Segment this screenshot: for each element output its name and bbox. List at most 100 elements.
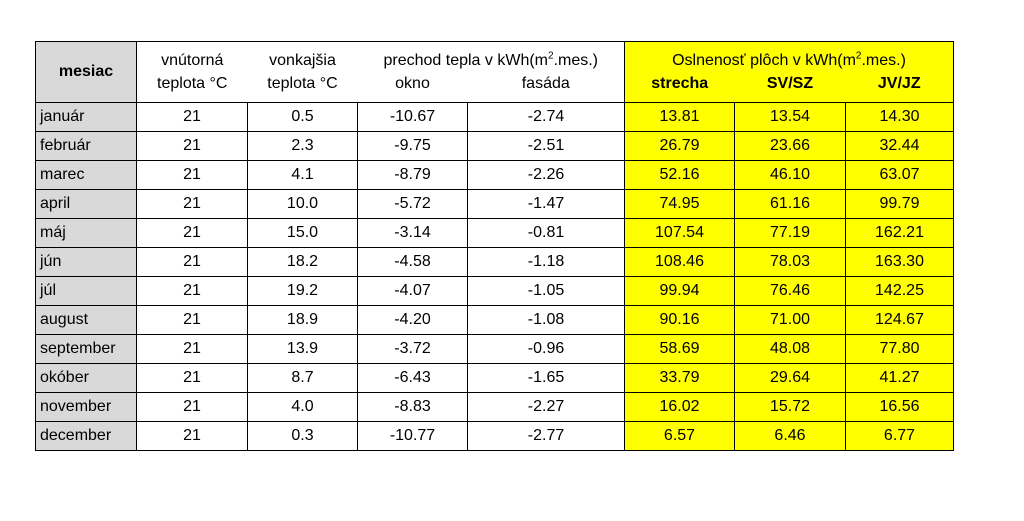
cell-strecha: 90.16 [624,305,735,335]
header-svsz: SV/SZ [734,72,846,103]
table-row: marec 21 4.1 -8.79 -2.26 52.16 46.10 63.07 [35,160,954,190]
table-row: november 21 4.0 -8.83 -2.27 16.02 15.72 16.56 [35,392,954,422]
cell-inner-temp: 21 [136,276,248,306]
cell-outer-temp: 10.0 [247,189,358,219]
table-row: január 21 0.5 -10.67 -2.74 13.81 13.54 14.30 [35,102,954,132]
cell-jvjz: 63.07 [845,160,954,190]
header-strecha: strecha [624,72,735,103]
cell-okno: -3.72 [357,334,468,364]
cell-mesiac: júl [35,276,137,306]
table-row: september 21 13.9 -3.72 -0.96 58.69 48.08 77.80 [35,334,954,364]
cell-fasada: -1.08 [467,305,625,335]
cell-mesiac: september [35,334,137,364]
cell-outer-temp: 13.9 [247,334,358,364]
cell-inner-temp: 21 [136,305,248,335]
header-solar: Oslnenosť plôch v kWh(m2.mes.) [624,41,954,72]
cell-fasada: -0.81 [467,218,625,248]
cell-strecha: 99.94 [624,276,735,306]
cell-mesiac: marec [35,160,137,190]
cell-jvjz: 41.27 [845,363,954,393]
solar-sup: 2 [855,50,862,62]
cell-inner-temp: 21 [136,189,248,219]
cell-outer-temp: 0.5 [247,102,358,132]
cell-outer-temp: 19.2 [247,276,358,306]
cell-svsz: 77.19 [734,218,846,248]
cell-inner-temp: 21 [136,363,248,393]
cell-okno: -8.79 [357,160,468,190]
table-row: február 21 2.3 -9.75 -2.51 26.79 23.66 32.44 [35,131,954,161]
heat-transfer-sup: 2 [548,50,554,62]
cell-strecha: 52.16 [624,160,735,190]
cell-fasada: -2.27 [467,392,625,422]
header-outer-temp-line2: teplota °C [247,72,358,103]
cell-jvjz: 77.80 [845,334,954,364]
header-jvjz: JV/JZ [845,72,954,103]
cell-inner-temp: 21 [136,102,248,132]
header-mesiac: mesiac [35,41,137,103]
cell-svsz: 29.64 [734,363,846,393]
cell-inner-temp: 21 [136,334,248,364]
cell-okno: -8.83 [357,392,468,422]
cell-okno: -4.58 [357,247,468,277]
header-inner-temp-line1: vnútorná [161,52,224,69]
cell-jvjz: 6.77 [845,421,954,451]
cell-jvjz: 14.30 [845,102,954,132]
cell-fasada: -1.47 [467,189,625,219]
cell-svsz: 23.66 [734,131,846,161]
cell-okno: -5.72 [357,189,468,219]
cell-outer-temp: 4.0 [247,392,358,422]
heat-transfer-label: prechod tepla v kWh(m [383,52,548,69]
cell-outer-temp: 18.9 [247,305,358,335]
cell-mesiac: máj [35,218,137,248]
cell-mesiac: august [35,305,137,335]
cell-jvjz: 32.44 [845,131,954,161]
header-outer-temp-line1: vonkajšia [269,52,336,69]
solar-label: Oslnenosť plôch v kWh(m [672,52,856,69]
cell-mesiac: okóber [35,363,137,393]
cell-outer-temp: 15.0 [247,218,358,248]
cell-jvjz: 163.30 [845,247,954,277]
cell-fasada: -1.05 [467,276,625,306]
cell-jvjz: 16.56 [845,392,954,422]
cell-outer-temp: 0.3 [247,421,358,451]
heat-transfer-unit: .mes.) [553,52,599,69]
cell-strecha: 13.81 [624,102,735,132]
cell-okno: -4.20 [357,305,468,335]
cell-mesiac: december [35,421,137,451]
cell-mesiac: april [35,189,137,219]
cell-svsz: 15.72 [734,392,846,422]
cell-strecha: 108.46 [624,247,735,277]
cell-svsz: 46.10 [734,160,846,190]
cell-fasada: -2.26 [467,160,625,190]
header-okno: okno [357,72,468,103]
cell-mesiac: jún [35,247,137,277]
cell-okno: -10.67 [357,102,468,132]
header-fasada: fasáda [467,72,625,103]
cell-fasada: -2.77 [467,421,625,451]
cell-outer-temp: 8.7 [247,363,358,393]
table-body: január 21 0.5 -10.67 -2.74 13.81 13.54 14.30 feb… [35,102,954,451]
header-row-2: teplota °C teplota °C okno fasáda strech… [36,72,954,103]
cell-fasada: -2.74 [467,102,625,132]
cell-inner-temp: 21 [136,392,248,422]
cell-fasada: -0.96 [467,334,625,364]
cell-strecha: 107.54 [624,218,735,248]
table-row: december 21 0.3 -10.77 -2.77 6.57 6.46 6.77 [35,421,954,451]
cell-outer-temp: 18.2 [247,247,358,277]
cell-jvjz: 99.79 [845,189,954,219]
cell-okno: -3.14 [357,218,468,248]
cell-strecha: 58.69 [624,334,735,364]
header-inner-temp-line2: teplota °C [136,72,248,103]
cell-svsz: 71.00 [734,305,846,335]
cell-fasada: -2.51 [467,131,625,161]
cell-strecha: 16.02 [624,392,735,422]
cell-inner-temp: 21 [136,160,248,190]
cell-okno: -10.77 [357,421,468,451]
table-row: okóber 21 8.7 -6.43 -1.65 33.79 29.64 41.27 [35,363,954,393]
cell-strecha: 26.79 [624,131,735,161]
cell-jvjz: 162.21 [845,218,954,248]
climate-table: mesiac vnútorná vonkajšia prechod tepla … [35,41,954,451]
table-row: júl 21 19.2 -4.07 -1.05 99.94 76.46 142.25 [35,276,954,306]
cell-strecha: 33.79 [624,363,735,393]
cell-mesiac: február [35,131,137,161]
